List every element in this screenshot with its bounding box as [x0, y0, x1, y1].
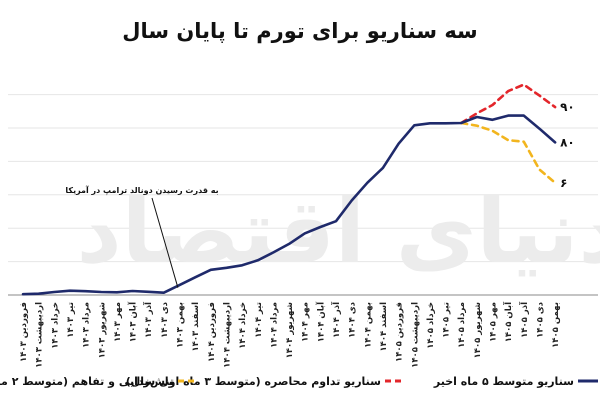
end-label: ۶	[560, 176, 567, 190]
x-tick-label: اردیبهشت ۱۴۰۴	[222, 302, 232, 368]
x-tick-label: مرداد ۱۴۰۳	[82, 302, 92, 348]
x-tick-label: خرداد ۱۴۰۳	[50, 302, 60, 349]
legend-item-detente: تنش‌زدایی و تفاهم (متوسط ۲ ماه اخیر)	[0, 375, 198, 388]
legend-label: سناریو متوسط ۵ ماه اخیر	[433, 375, 574, 388]
chart-title: سه سناریو برای تورم تا پایان سال	[122, 19, 477, 43]
x-tick-label: آذر ۱۴۰۵	[518, 301, 530, 338]
gridlines	[8, 94, 598, 263]
x-tick-label: اردیبهشت ۱۴۰۵	[410, 302, 420, 368]
x-tick-label: دی ۱۴۰۳	[160, 301, 170, 338]
annotation-layer: به قدرت رسیدن دونالد ترامپ در آمریکا	[65, 185, 219, 288]
x-tick-label: مرداد ۱۴۰۵	[457, 302, 467, 348]
x-tick-label: بهمن ۱۴۰۵	[551, 302, 561, 348]
legend-label: سناریو تداوم محاصره (متوسط ۳ ماه اول سال…	[126, 375, 381, 388]
x-tick-label: مهر ۱۴۰۵	[489, 302, 499, 342]
x-tick-label: خرداد ۱۴۰۴	[238, 302, 248, 349]
series-line-2	[459, 121, 557, 185]
legend-label: تنش‌زدایی و تفاهم (متوسط ۲ ماه اخیر)	[0, 375, 174, 388]
end-label: ۹۰	[560, 100, 575, 114]
x-tick-label: شهریور ۱۴۰۴	[285, 302, 295, 358]
x-tick-label: فروردین ۱۴۰۵	[395, 302, 405, 362]
x-tick-label: فروردین ۱۴۰۴	[207, 302, 217, 362]
x-tick-label: آبان ۱۴۰۴	[314, 301, 326, 342]
x-tick-label: تیر ۱۴۰۵	[442, 302, 452, 338]
x-tick-label: تیر ۱۴۰۴	[254, 302, 264, 338]
x-tick-label: مرداد ۱۴۰۴	[269, 302, 279, 348]
x-tick-label: آذر ۱۴۰۴	[330, 301, 342, 338]
x-tick-label: اسفند ۱۴۰۴	[379, 302, 389, 352]
x-tick-label: دی ۱۴۰۵	[535, 301, 545, 338]
annotation-leader-line	[151, 197, 179, 288]
series-layer	[21, 83, 557, 296]
x-tick-label: مهر ۱۴۰۳	[113, 302, 123, 342]
legend: سناریو متوسط ۵ ماه اخیر سناریو تداوم محا…	[0, 375, 598, 388]
x-tick-label: بهمن ۱۴۰۳	[176, 302, 186, 348]
x-tick-label: تیر ۱۴۰۳	[66, 302, 76, 338]
x-tick-labels: فروردین ۱۴۰۳ اردیبهشت ۱۴۰۳ خرداد ۱۴۰۳ تیر ۱…	[19, 301, 561, 368]
x-tick-label: آبان ۱۴۰۵	[502, 301, 514, 342]
x-tick-label: شهریور ۱۴۰۳	[97, 302, 107, 358]
x-tick-label: خرداد ۱۴۰۵	[426, 302, 436, 349]
legend-item-average-5-months: سناریو متوسط ۵ ماه اخیر	[433, 375, 598, 388]
annotation-text: به قدرت رسیدن دونالد ترامپ در آمریکا	[65, 185, 218, 195]
series-line-1	[459, 83, 557, 125]
x-tick-label: آذر ۱۴۰۳	[142, 301, 154, 338]
series-line-0	[21, 114, 557, 296]
x-tick-label: فروردین ۱۴۰۳	[19, 302, 29, 362]
x-tick-label: بهمن ۱۴۰۴	[363, 302, 373, 348]
watermark: دنیای اقتصاد	[76, 180, 600, 283]
end-label: ۸۰	[560, 135, 575, 149]
x-tick-label: شهریور ۱۴۰۵	[473, 302, 483, 358]
x-tick-label: مهر ۱۴۰۴	[301, 302, 311, 342]
x-tick-label: دی ۱۴۰۴	[348, 301, 358, 338]
x-tick-label: آبان ۱۴۰۳	[127, 301, 139, 342]
end-labels: ۹۰ ۸۰ ۶	[560, 100, 575, 190]
legend-item-siege: سناریو تداوم محاصره (متوسط ۳ ماه اول سال…	[126, 375, 405, 388]
x-tick-label: اردیبهشت ۱۴۰۳	[35, 302, 45, 368]
x-tick-label: اسفند ۱۴۰۳	[191, 302, 201, 352]
